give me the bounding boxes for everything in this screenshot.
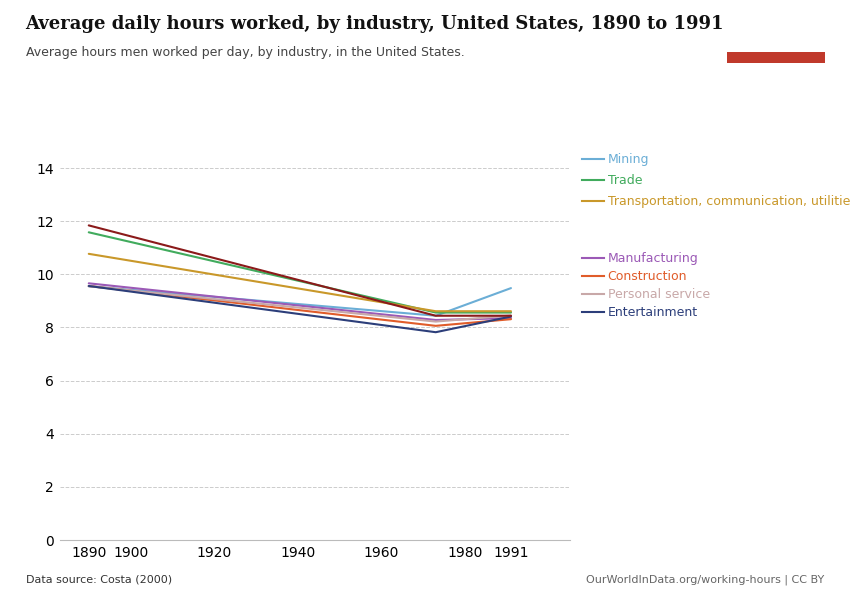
Text: Transportation, communication, utilities: Transportation, communication, utilities	[608, 194, 850, 208]
Text: Average daily hours worked, by industry, United States, 1890 to 1991: Average daily hours worked, by industry,…	[26, 15, 724, 33]
Text: Average hours men worked per day, by industry, in the United States.: Average hours men worked per day, by ind…	[26, 46, 464, 59]
Text: Trade: Trade	[608, 173, 643, 187]
Text: Mining: Mining	[608, 152, 649, 166]
Text: Personal service: Personal service	[608, 287, 710, 301]
Text: Entertainment: Entertainment	[608, 305, 698, 319]
Text: Data source: Costa (2000): Data source: Costa (2000)	[26, 575, 172, 585]
Text: Our World: Our World	[750, 22, 802, 31]
Text: OurWorldInData.org/working-hours | CC BY: OurWorldInData.org/working-hours | CC BY	[586, 575, 824, 585]
Bar	[727, 52, 824, 63]
Text: Construction: Construction	[608, 269, 688, 283]
Text: in Data: in Data	[757, 36, 794, 45]
Text: Manufacturing: Manufacturing	[608, 251, 699, 265]
